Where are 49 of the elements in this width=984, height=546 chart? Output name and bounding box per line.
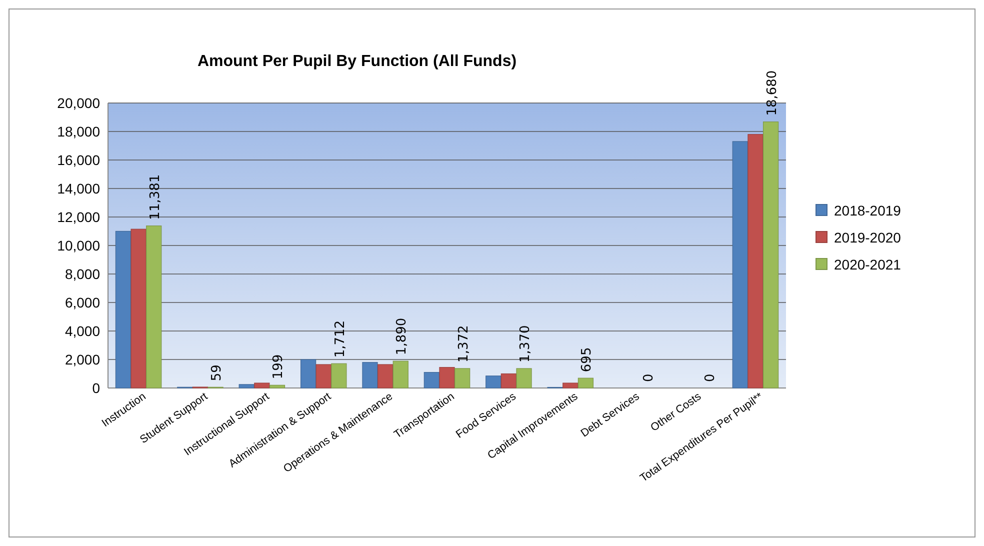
y-tick-label: 18,000 (57, 123, 100, 140)
bar (378, 364, 394, 388)
data-label: 0 (641, 374, 656, 382)
bar (562, 382, 578, 388)
bar (486, 376, 502, 388)
data-label: 1,372 (456, 325, 472, 362)
y-tick-label: 12,000 (57, 208, 100, 225)
bar (300, 359, 316, 388)
y-tick-label: 8,000 (64, 266, 100, 282)
bar (500, 373, 516, 388)
bar (748, 134, 764, 388)
data-label: 1,370 (518, 325, 534, 362)
bar (238, 384, 254, 388)
bar (516, 368, 532, 388)
data-label: 18,680 (764, 70, 780, 116)
y-tick-label: 10,000 (57, 237, 100, 254)
bar (454, 368, 470, 388)
bar (130, 228, 146, 388)
legend-label: 2018-2019 (834, 202, 902, 218)
bar (439, 367, 455, 388)
y-tick-label: 16,000 (57, 152, 100, 168)
chart-title: Amount Per Pupil By Function (All Funds) (197, 53, 517, 70)
data-label: 0 (703, 374, 718, 382)
legend-label: 2020-2021 (834, 256, 902, 272)
data-label: 1,890 (394, 318, 410, 356)
y-tick-label: 4,000 (64, 322, 100, 339)
y-tick-label: 6,000 (64, 294, 100, 310)
y-tick-label: 20,000 (57, 94, 100, 111)
bar (762, 122, 779, 388)
data-label: 59 (210, 364, 225, 382)
bar (269, 384, 286, 388)
bar (362, 362, 378, 388)
bar (578, 378, 594, 388)
data-label: 695 (580, 347, 595, 372)
data-label: 1,712 (332, 320, 348, 358)
data-label: 199 (271, 354, 286, 380)
bar (146, 226, 162, 388)
y-tick-label: 2,000 (64, 351, 100, 368)
y-tick-label: 0 (92, 380, 100, 396)
bar (331, 363, 347, 388)
bar (254, 382, 270, 388)
bar (392, 360, 408, 388)
data-label: 11,381 (148, 174, 163, 220)
y-tick-label: 14,000 (57, 180, 100, 196)
bar (115, 230, 132, 388)
legend-label: 2019-2020 (834, 229, 902, 246)
bar (316, 364, 332, 388)
bar (732, 141, 748, 388)
bar (424, 372, 440, 388)
